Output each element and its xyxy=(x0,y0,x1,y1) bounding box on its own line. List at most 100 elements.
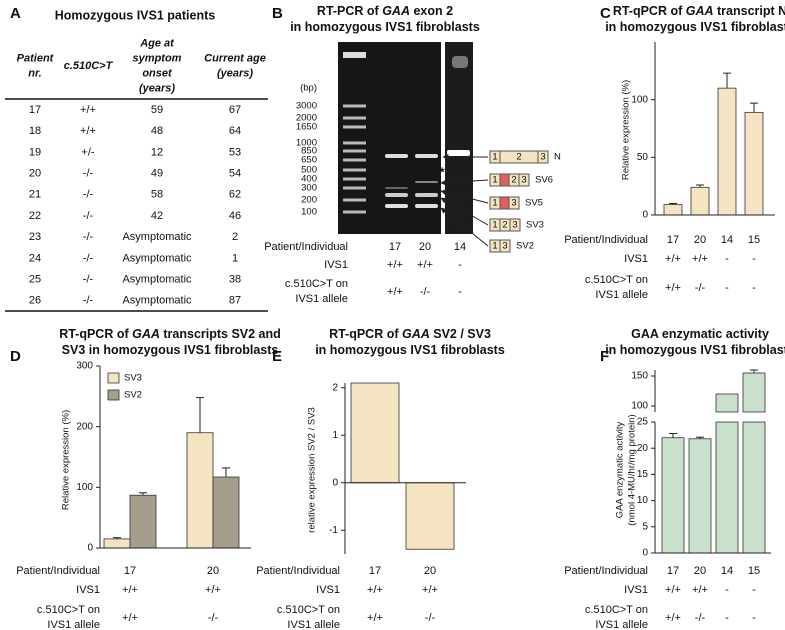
ladder-band xyxy=(343,149,366,153)
row-label: Patient/Individual xyxy=(16,565,100,577)
title-segment: GAA xyxy=(132,327,160,341)
exon-number: 1 xyxy=(492,241,497,252)
asterisk: * xyxy=(440,165,445,179)
table-cell: 42 xyxy=(151,210,163,222)
category-label: 20 xyxy=(424,565,436,577)
y-tick-label: 100 xyxy=(76,482,93,493)
row-label: Patient/Individual xyxy=(564,565,648,577)
bar xyxy=(715,393,739,413)
y-tick-label: 15 xyxy=(637,469,649,480)
genotype: - xyxy=(458,259,462,271)
y-tick-label: 150 xyxy=(631,371,648,382)
ladder-band xyxy=(343,52,366,58)
genotype: - xyxy=(752,282,756,294)
pointer-arrow xyxy=(440,207,489,247)
exon-number: 2 xyxy=(516,152,521,163)
category-label: 17 xyxy=(667,565,679,577)
table-cell: 87 xyxy=(229,295,241,307)
exon-number: 1 xyxy=(492,198,497,209)
gel-band xyxy=(385,187,408,189)
table-cell: 17 xyxy=(29,104,41,116)
column-header: Age at xyxy=(139,37,175,49)
table-cell: 18 xyxy=(29,125,41,137)
table-cell: +/- xyxy=(81,146,94,158)
table-cell: -/- xyxy=(83,189,94,201)
title-segment: exon 2 xyxy=(410,4,453,18)
title-segment: in homozygous IVS1 fibroblasts xyxy=(605,20,785,34)
y-tick-label: 0 xyxy=(87,543,93,554)
genotype: -/- xyxy=(695,612,706,624)
category-label: 17 xyxy=(389,241,401,253)
ladder-band xyxy=(343,198,366,202)
category-label: 20 xyxy=(207,565,219,577)
bar xyxy=(688,438,712,554)
genotype: +/+ xyxy=(122,584,138,596)
table-cell: -/- xyxy=(83,210,94,222)
table-cell: Asymptomatic xyxy=(122,295,192,307)
bar xyxy=(717,87,737,216)
y-tick-label: 10 xyxy=(637,495,649,506)
ladder-band xyxy=(343,141,366,145)
column-header: (years) xyxy=(139,82,175,94)
y-axis-label: relative expression SV2 / SV3 xyxy=(307,407,318,533)
ladder-band xyxy=(343,177,366,181)
table-cell: -/- xyxy=(83,231,94,243)
panel-letter: B xyxy=(272,5,283,22)
bar xyxy=(742,372,766,413)
table-cell: 54 xyxy=(229,168,241,180)
genotype: +/+ xyxy=(205,584,221,596)
exon-number: 2 xyxy=(511,175,516,186)
table-cell: -/- xyxy=(83,295,94,307)
y-tick-label: 20 xyxy=(637,443,649,454)
row-label: IVS1 xyxy=(624,584,648,596)
category-label: 14 xyxy=(721,234,733,246)
y-axis-label: Relative expression (%) xyxy=(61,410,72,510)
table-cell: 22 xyxy=(29,210,41,222)
y-tick-label: 300 xyxy=(76,361,93,372)
exon xyxy=(508,196,520,210)
legend-label: SV2 xyxy=(124,390,142,401)
ladder-size: 300 xyxy=(301,183,317,194)
table-cell: +/+ xyxy=(80,104,96,116)
bar xyxy=(186,432,214,549)
exon-number: 3 xyxy=(521,175,526,186)
y-tick-label: 5 xyxy=(642,521,648,532)
exon-number: 1 xyxy=(492,220,497,231)
genotype: - xyxy=(752,584,756,596)
pointer-arrow xyxy=(440,179,489,186)
genotype: - xyxy=(752,612,756,624)
genotype: +/+ xyxy=(417,259,433,271)
genotype: +/+ xyxy=(665,612,681,624)
row-label: IVS1 allele xyxy=(287,619,340,630)
legend-swatch xyxy=(107,372,120,384)
title-line: RT-qPCR of GAA transcripts SV2 and xyxy=(59,327,281,341)
ladder-band xyxy=(343,104,366,108)
column-header: Current age xyxy=(204,52,266,64)
ladder-size: 200 xyxy=(301,195,317,206)
table-cell: 2 xyxy=(232,231,238,243)
table-cell: -/- xyxy=(83,274,94,286)
genotype: - xyxy=(458,286,462,298)
genotype: -/- xyxy=(425,612,436,624)
title-line: GAA enzymatic activity xyxy=(631,327,769,341)
table-cell: 20 xyxy=(29,168,41,180)
ladder-size: 500 xyxy=(301,165,317,176)
table-cell: 25 xyxy=(29,274,41,286)
table-cell: 46 xyxy=(229,210,241,222)
genotype: +/+ xyxy=(367,612,383,624)
genotype: +/+ xyxy=(692,253,708,265)
title-line: in homozygous IVS1 fibroblasts xyxy=(605,343,785,357)
title-segment: GAA xyxy=(402,327,430,341)
category-label: 15 xyxy=(748,234,760,246)
table-cell: 48 xyxy=(151,125,163,137)
row-label: c.510C>T on xyxy=(277,604,340,616)
legend-swatch xyxy=(107,389,120,401)
pointer-arrow xyxy=(440,189,489,204)
genotype: - xyxy=(725,584,729,596)
column-header: (years) xyxy=(217,67,253,79)
y-axis-label: Relative expression (%) xyxy=(621,80,632,180)
table-cell: 67 xyxy=(229,104,241,116)
table-cell: 1 xyxy=(232,252,238,264)
y-tick-label: 0 xyxy=(642,548,648,559)
category-label: 14 xyxy=(721,565,733,577)
